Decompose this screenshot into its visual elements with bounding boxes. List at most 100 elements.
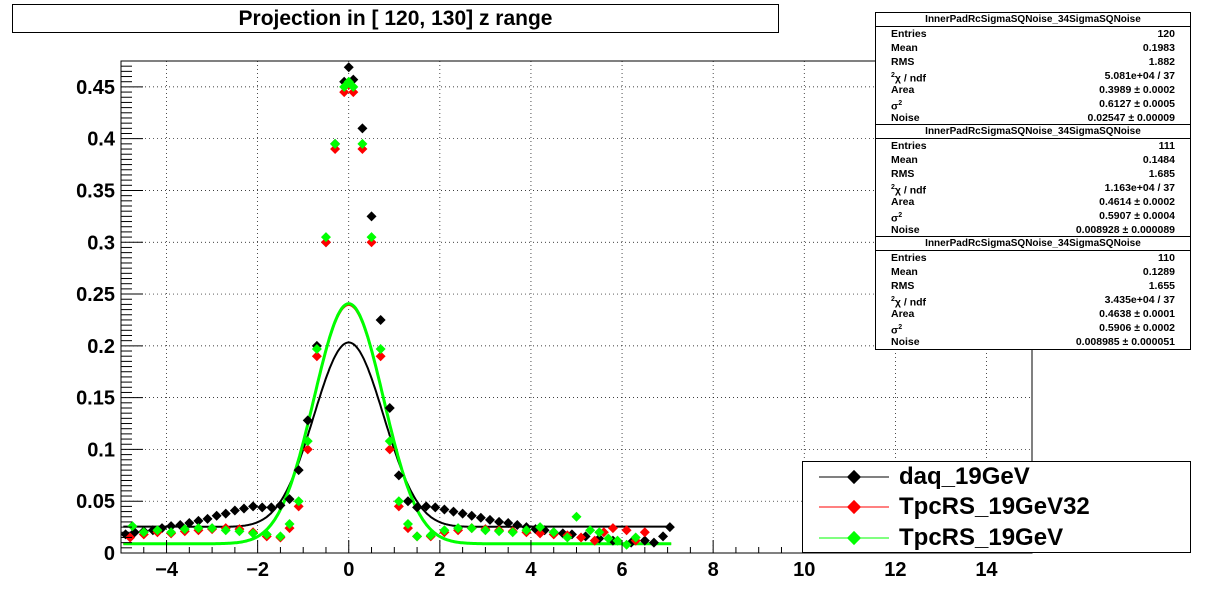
- data-point-TpcRS_19GeV: [275, 531, 286, 542]
- data-point-TpcRS_19GeV32: [607, 523, 618, 534]
- stats-title: InnerPadRcSigmaSQNoise_34SigmaSQNoise: [876, 13, 1190, 27]
- data-point-TpcRS_19GeV: [384, 436, 395, 447]
- data-point-TpcRS_19GeV32: [366, 237, 377, 248]
- data-point-TpcRS_19GeV32: [348, 87, 359, 98]
- data-point-TpcRS_19GeV32: [311, 351, 322, 362]
- stats-row-chi2: 2χ / ndf 3.435e+04 / 37: [891, 294, 1175, 309]
- stats-row-mean: Mean 0.1289: [891, 266, 1175, 278]
- data-point-TpcRS_19GeV32: [639, 527, 650, 538]
- data-point-TpcRS_19GeV: [535, 522, 546, 533]
- data-point-TpcRS_19GeV: [548, 527, 559, 538]
- data-point-daq_19GeV: [229, 505, 240, 516]
- legend-entry-daq: daq_19GeV: [803, 462, 1190, 492]
- data-point-daq_19GeV: [412, 502, 423, 513]
- data-point-daq_19GeV: [466, 510, 477, 521]
- y-tick-label: 0: [104, 543, 115, 565]
- y-tick-label: 0.4: [87, 129, 116, 151]
- y-tick-label: 0.1: [87, 439, 115, 461]
- data-point-daq_19GeV: [648, 537, 659, 548]
- data-point-daq_19GeV: [266, 502, 277, 513]
- data-point-TpcRS_19GeV: [521, 525, 532, 536]
- y-tick-label: 0.15: [76, 388, 115, 410]
- data-point-daq_19GeV: [503, 517, 514, 528]
- data-point-TpcRS_19GeV: [311, 343, 322, 354]
- x-tick-label: 4: [525, 559, 537, 581]
- data-point-daq_19GeV: [439, 504, 450, 515]
- data-point-daq_19GeV: [457, 508, 468, 519]
- data-point-daq_19GeV: [430, 502, 441, 513]
- stats-row-rms: RMS 1.882: [891, 56, 1175, 68]
- stats-row-noise: Noise 0.008928 ± 0.000089: [891, 224, 1175, 236]
- data-point-TpcRS_19GeV: [193, 523, 204, 534]
- data-point-daq_19GeV: [639, 535, 650, 546]
- legend-entry-tpcrs32: TpcRS_19GeV32: [803, 492, 1190, 522]
- x-tick-label: 10: [793, 559, 815, 581]
- legend-label: TpcRS_19GeV32: [899, 493, 1090, 520]
- data-point-TpcRS_19GeV: [357, 138, 368, 149]
- data-point-daq_19GeV: [384, 402, 395, 413]
- stats-row-chi2: 2χ / ndf 1.163e+04 / 37: [891, 182, 1175, 197]
- data-point-TpcRS_19GeV: [320, 232, 331, 243]
- stats-row-sigma2: σ2 0.5906 ± 0.0002: [891, 322, 1175, 337]
- y-tick-label: 0.25: [76, 284, 115, 306]
- data-point-TpcRS_19GeV: [412, 531, 423, 542]
- data-point-TpcRS_19GeV: [248, 528, 259, 539]
- data-point-daq_19GeV: [293, 465, 304, 476]
- data-point-TpcRS_19GeV: [366, 232, 377, 243]
- x-tick-label: −2: [246, 559, 269, 581]
- data-point-daq_19GeV: [238, 503, 249, 514]
- data-point-daq_19GeV: [284, 494, 295, 505]
- y-tick-label: 0.3: [87, 232, 115, 254]
- stats-row-rms: RMS 1.655: [891, 280, 1175, 292]
- data-point-TpcRS_19GeV: [402, 518, 413, 529]
- legend-marker-black: [819, 469, 889, 485]
- data-point-daq_19GeV: [512, 520, 523, 531]
- data-point-daq_19GeV: [220, 508, 231, 519]
- x-tick-label: 6: [616, 559, 627, 581]
- data-point-TpcRS_19GeV32: [293, 501, 304, 512]
- stats-row-area: Area 0.3989 ± 0.0002: [891, 84, 1175, 96]
- data-point-daq_19GeV: [357, 123, 368, 134]
- data-point-TpcRS_19GeV: [284, 518, 295, 529]
- data-point-TpcRS_19GeV: [220, 525, 231, 536]
- stats-box-1: InnerPadRcSigmaSQNoise_34SigmaSQNoise En…: [875, 12, 1191, 126]
- data-point-TpcRS_19GeV: [621, 539, 632, 550]
- data-point-TpcRS_19GeV: [466, 523, 477, 534]
- axis-ticks: [120, 60, 1033, 554]
- data-point-TpcRS_19GeV: [293, 496, 304, 507]
- data-point-daq_19GeV: [393, 470, 404, 481]
- x-tick-label: 2: [434, 559, 445, 581]
- stats-row-sigma2: σ2 0.5907 ± 0.0004: [891, 210, 1175, 225]
- stats-row-sigma2: σ2 0.6127 ± 0.0005: [891, 98, 1175, 113]
- data-point-TpcRS_19GeV: [302, 436, 313, 447]
- data-point-daq_19GeV: [275, 500, 286, 511]
- x-tick-label: 14: [975, 559, 998, 581]
- data-point-daq_19GeV: [184, 517, 195, 528]
- stats-row-entries: Entries 111: [891, 140, 1175, 152]
- data-point-TpcRS_19GeV: [234, 526, 245, 537]
- data-point-daq_19GeV: [257, 502, 268, 513]
- stats-row-noise: Noise 0.02547 ± 0.00009: [891, 112, 1175, 124]
- x-tick-label: −4: [155, 559, 179, 581]
- data-point-TpcRS_19GeV: [480, 525, 491, 536]
- data-point-TpcRS_19GeV: [348, 81, 359, 92]
- data-point-TpcRS_19GeV: [138, 527, 149, 538]
- data-point-daq_19GeV: [484, 514, 495, 525]
- data-point-daq_19GeV: [302, 415, 313, 426]
- data-point-daq_19GeV: [248, 501, 259, 512]
- data-point-daq_19GeV: [664, 522, 675, 533]
- legend-label: TpcRS_19GeV: [899, 524, 1064, 551]
- data-point-daq_19GeV: [448, 506, 459, 517]
- stats-row-noise: Noise 0.008985 ± 0.000051: [891, 336, 1175, 348]
- y-tick-label: 0.2: [87, 336, 115, 358]
- data-point-daq_19GeV: [366, 211, 377, 222]
- data-points: [120, 62, 675, 550]
- data-point-TpcRS_19GeV32: [621, 525, 632, 536]
- legend-marker-green: [819, 530, 889, 546]
- data-point-TpcRS_19GeV: [630, 532, 641, 543]
- x-tick-label: 0: [343, 559, 354, 581]
- data-point-TpcRS_19GeV: [562, 532, 573, 543]
- y-tick-label: 0.45: [76, 77, 115, 99]
- data-point-TpcRS_19GeV: [375, 343, 386, 354]
